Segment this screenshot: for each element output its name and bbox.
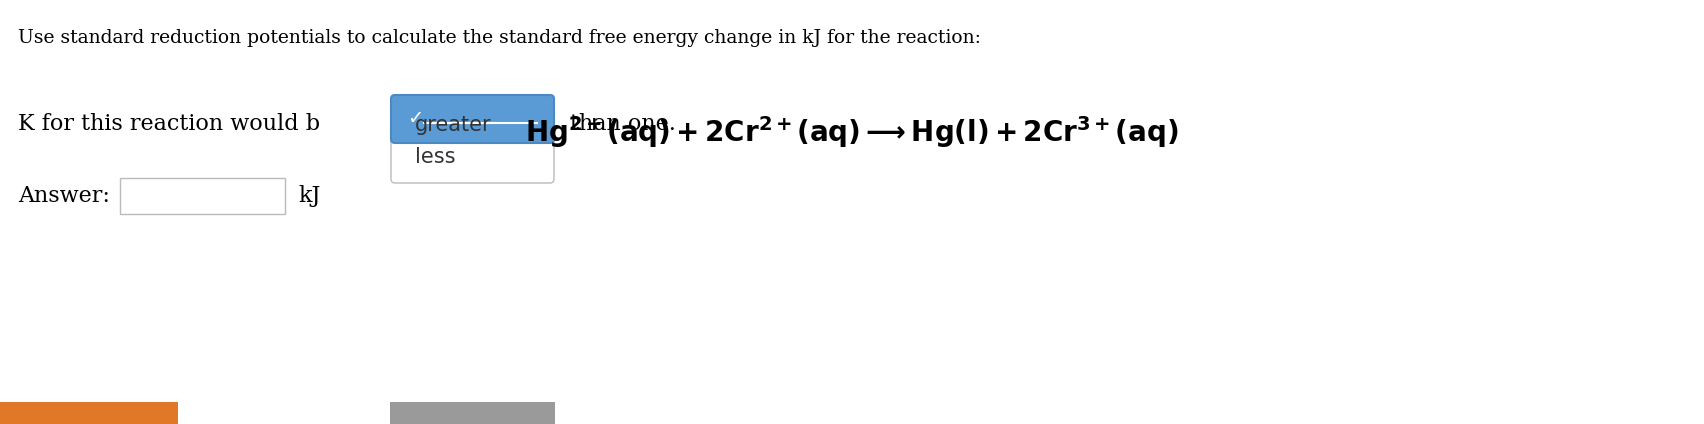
Text: $\bf{Hg^{2+}(aq) + 2Cr^{2+}(aq) {\longrightarrow} Hg(l) + 2Cr^{3+}(aq)}$: $\bf{Hg^{2+}(aq) + 2Cr^{2+}(aq) {\longri…: [525, 114, 1179, 150]
Text: kJ: kJ: [298, 185, 320, 207]
Text: than one.: than one.: [571, 113, 676, 135]
Text: Answer:: Answer:: [19, 185, 109, 207]
FancyBboxPatch shape: [390, 95, 554, 183]
Bar: [390, 402, 556, 424]
Bar: [0, 402, 177, 424]
Text: Use standard reduction potentials to calculate the standard free energy change i: Use standard reduction potentials to cal…: [19, 29, 982, 47]
Bar: [119, 178, 285, 214]
FancyBboxPatch shape: [390, 95, 554, 143]
Text: greater: greater: [416, 114, 492, 134]
Text: less: less: [416, 147, 455, 167]
Text: K for this reaction would b: K for this reaction would b: [19, 113, 320, 135]
Text: ✓: ✓: [407, 109, 423, 128]
